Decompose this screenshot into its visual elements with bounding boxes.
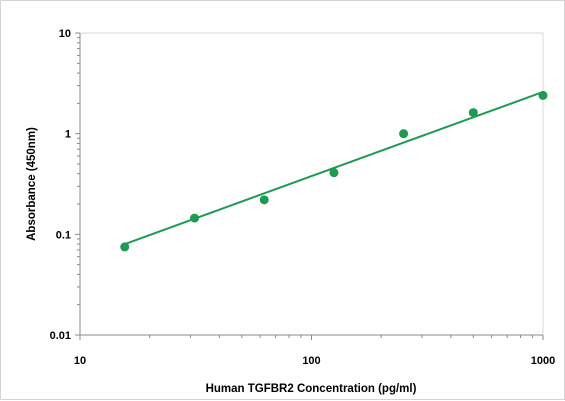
data-point [399,129,409,139]
y-tick-label: 10 [59,28,71,40]
y-tick-label: 0.1 [56,229,71,241]
y-tick-label: 1 [65,129,71,141]
data-point [329,168,339,178]
x-axis-title: Human TGFBR2 Concentration (pg/ml) [206,383,417,395]
data-point [259,195,269,205]
data-point [190,213,200,223]
x-tick-label: 100 [302,355,320,367]
data-point [538,90,548,100]
y-tick-label: 0.01 [50,330,71,342]
data-point [120,242,130,252]
x-tick-label: 1000 [531,355,555,367]
ticks: 0.01 0.1 1 10 10 100 1000 [50,28,556,367]
plot-area [79,32,544,336]
data-point [468,108,478,118]
y-axis-title: Absorbance (450nm) [26,127,38,241]
x-tick-label: 10 [74,355,86,367]
data-points [120,90,548,252]
